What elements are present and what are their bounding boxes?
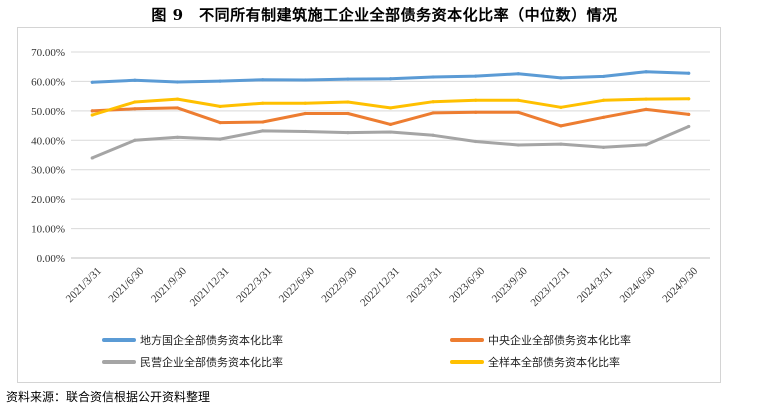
data-point (559, 76, 563, 80)
data-point (601, 98, 606, 102)
data-point (516, 98, 520, 102)
data-point (687, 112, 691, 116)
data-point (303, 129, 307, 134)
data-point (431, 75, 435, 79)
y-tick-label: 50.00% (31, 106, 65, 118)
data-point (644, 70, 648, 74)
legend-label-2: 民营企业全部债务资本化比率 (140, 355, 283, 369)
data-point (133, 107, 137, 111)
x-tick-label: 2023/12/31 (529, 265, 573, 309)
data-point (559, 124, 563, 128)
y-tick-label: 70.00% (31, 47, 65, 59)
x-tick-label: 2023/6/30 (447, 265, 487, 305)
x-tick-label: 2023/3/31 (405, 265, 445, 305)
x-tick-label: 2022/3/31 (234, 265, 274, 305)
data-point (687, 71, 691, 75)
x-tick-label: 2024/3/31 (575, 265, 615, 305)
x-tick-label: 2021/9/30 (149, 265, 189, 305)
data-point (303, 78, 307, 82)
data-point (261, 129, 265, 133)
data-point (388, 122, 393, 126)
x-tick-label: 2024/6/30 (618, 265, 658, 305)
data-point (90, 156, 94, 160)
data-point (431, 111, 435, 115)
legend-label-3: 全样本全部债务资本化比率 (488, 355, 620, 369)
data-point (601, 145, 606, 149)
data-point (218, 121, 222, 125)
data-point (474, 98, 478, 102)
y-tick-label: 0.00% (37, 253, 65, 265)
data-point (644, 143, 648, 147)
x-tick-label: 2022/9/30 (319, 265, 359, 305)
data-point (303, 101, 307, 105)
data-point (218, 137, 222, 141)
y-tick-label: 10.00% (31, 224, 65, 236)
data-point (474, 110, 478, 114)
data-point (218, 104, 222, 109)
data-point (431, 133, 435, 137)
data-point (261, 78, 265, 82)
data-point (516, 143, 520, 147)
data-point (133, 138, 137, 142)
data-point (644, 97, 648, 101)
data-point (559, 142, 563, 146)
figure-title: 图 9 不同所有制建筑施工企业全部债务资本化比率（中位数）情况 (151, 6, 618, 24)
chart-frame: 0.00% 10.00% 20.00% 30.00% 40.00% 50.00% 60.00… (17, 27, 721, 383)
data-point (346, 77, 350, 81)
x-tick-label: 2021/12/31 (188, 265, 232, 309)
legend-label-1: 中央企业全部债务资本化比率 (488, 333, 631, 347)
y-tick-label: 30.00% (31, 165, 65, 177)
data-point (687, 97, 691, 101)
data-point (516, 72, 520, 76)
data-point (346, 111, 350, 116)
y-tick-label: 20.00% (31, 194, 65, 206)
data-point (175, 80, 180, 84)
data-point (687, 124, 691, 129)
data-point (388, 106, 393, 110)
data-point (346, 100, 350, 104)
data-point (474, 139, 478, 144)
y-tick-label: 60.00% (31, 76, 65, 88)
data-point (388, 130, 393, 134)
data-point (175, 97, 180, 101)
data-point (90, 80, 94, 84)
data-point (303, 111, 307, 116)
data-point (601, 74, 606, 79)
data-point (474, 74, 478, 78)
y-tick-label: 40.00% (31, 135, 65, 147)
data-point (346, 131, 350, 135)
data-point (261, 120, 265, 124)
x-tick-label: 2021/6/30 (106, 265, 146, 305)
data-point (218, 79, 222, 83)
legend-label-0: 地方国企全部债务资本化比率 (140, 333, 283, 347)
data-point (644, 107, 648, 111)
data-point (601, 115, 606, 119)
data-point (431, 100, 435, 104)
data-point (559, 105, 563, 109)
data-point (516, 110, 520, 114)
x-tick-label: 2023/9/30 (490, 265, 530, 305)
data-point (388, 77, 393, 81)
data-point (175, 135, 180, 139)
x-tick-label: 2024/9/30 (660, 265, 700, 305)
x-tick-label: 2022/12/31 (358, 265, 402, 309)
data-point (90, 113, 94, 117)
data-point (261, 101, 265, 105)
series-line-0 (90, 70, 691, 84)
source-note: 资料来源：联合资信根据公开资料整理 (6, 390, 211, 404)
data-point (90, 109, 94, 113)
data-point (175, 106, 180, 110)
x-tick-label: 2021/3/31 (64, 265, 104, 305)
series-lines (90, 70, 691, 160)
line-chart: 0.00% 10.00% 20.00% 30.00% 40.00% 50.00% 60.00… (31, 47, 710, 369)
x-tick-label: 2022/6/30 (277, 265, 317, 305)
y-axis-ticks: 0.00% 10.00% 20.00% 30.00% 40.00% 50.00% 60.00… (31, 47, 65, 265)
data-point (133, 78, 137, 82)
data-point (133, 100, 137, 104)
